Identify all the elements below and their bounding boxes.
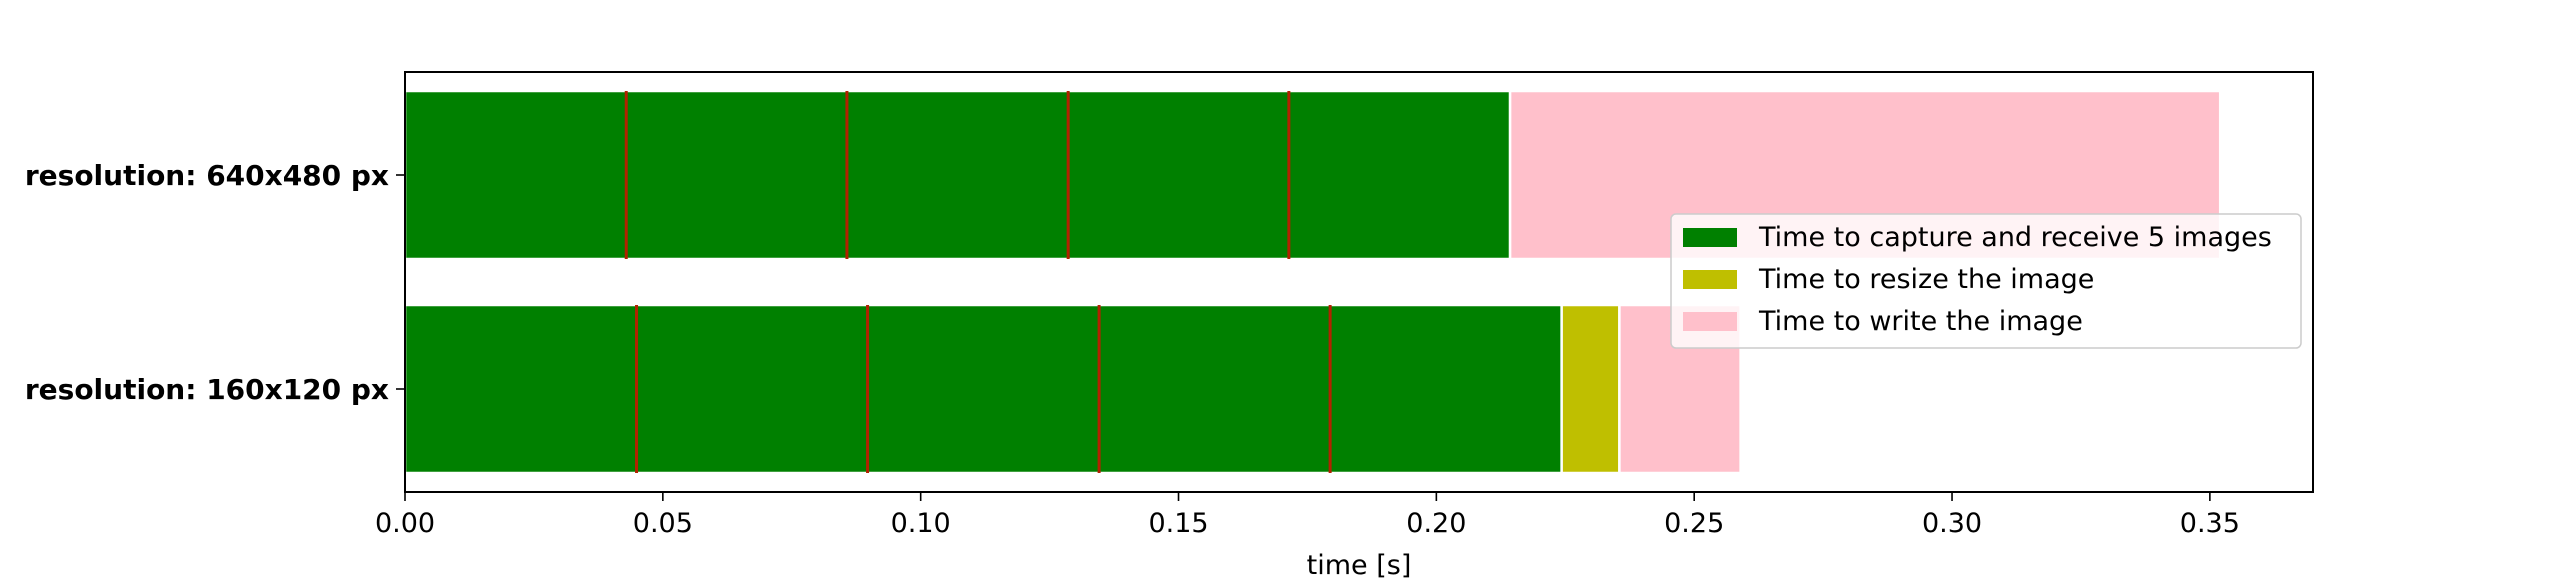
- category-label-1: resolution: 160x120 px: [25, 373, 389, 406]
- y-axis-ticks: resolution: 640x480 px resolution: 160x12…: [25, 159, 405, 406]
- x-tick-label-0: 0.00: [375, 508, 435, 539]
- legend-swatch-2: [1683, 312, 1737, 331]
- legend-swatch-0: [1683, 228, 1737, 247]
- x-axis-ticks: 0.00 0.05 0.10 0.15 0.20 0.25 0.30 0.35: [375, 492, 2240, 539]
- axes-frame: [404, 71, 2314, 493]
- x-axis-label: time [s]: [1307, 550, 1412, 581]
- legend-label-2: Time to write the image: [1758, 306, 2083, 337]
- legend-box: [1670, 213, 2302, 349]
- x-tick-label-3: 0.15: [1148, 508, 1208, 539]
- legend-swatch-1: [1683, 270, 1737, 289]
- legend-label-0: Time to capture and receive 5 images: [1758, 222, 2272, 253]
- bar-segment-0-1: [403, 303, 1563, 475]
- legend-label-1: Time to resize the image: [1758, 264, 2094, 295]
- bar-segment-1-1: [1560, 303, 1621, 475]
- x-tick-label-1: 0.05: [633, 508, 693, 539]
- x-tick-label-7: 0.35: [2180, 508, 2240, 539]
- category-label-0: resolution: 640x480 px: [25, 159, 389, 192]
- x-tick-label-6: 0.30: [1922, 508, 1982, 539]
- bars-layer: [403, 89, 2222, 475]
- legend: Time to capture and receive 5 images Time…: [1670, 213, 2302, 349]
- markers-layer: [624, 91, 1332, 473]
- x-tick-label-5: 0.25: [1664, 508, 1724, 539]
- x-tick-label-2: 0.10: [891, 508, 951, 539]
- x-tick-label-4: 0.20: [1406, 508, 1466, 539]
- bar-segment-0-0: [403, 89, 1512, 261]
